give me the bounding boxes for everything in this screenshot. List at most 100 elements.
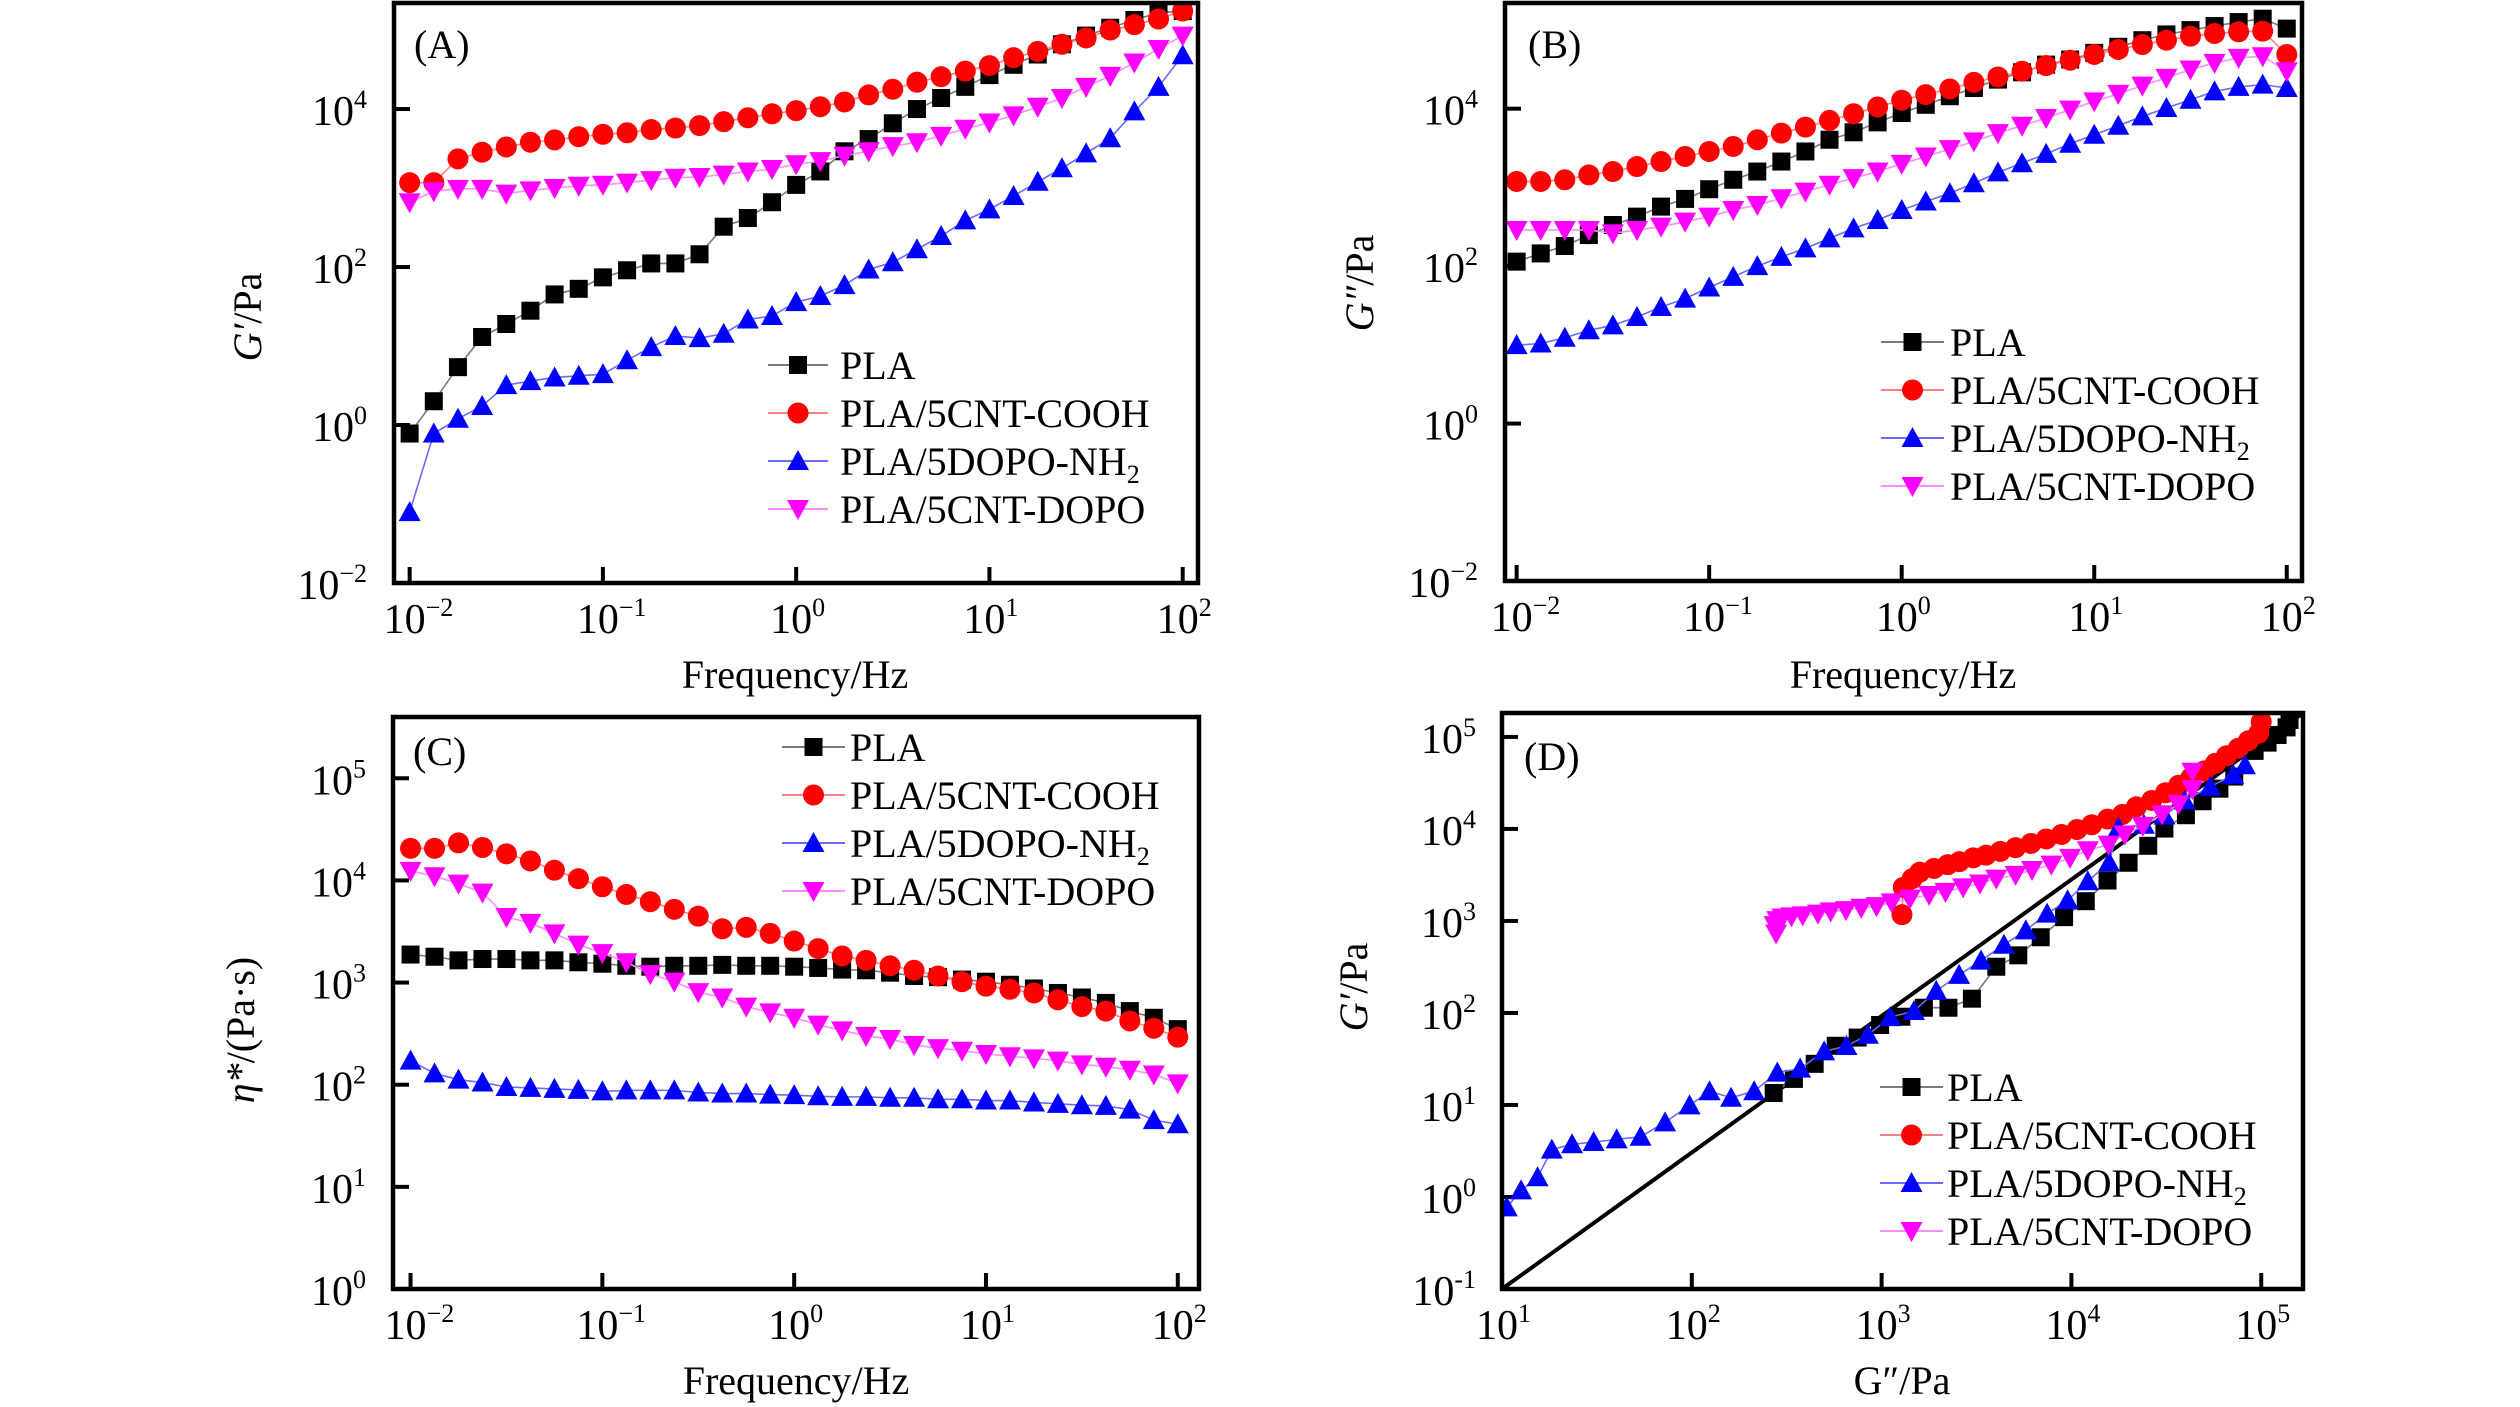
data-point	[1806, 904, 1829, 925]
data-point	[1720, 1086, 1743, 1107]
legend-label: PLA/5CNT-COOH	[1950, 368, 2260, 413]
x-tick-label: 102	[2261, 591, 2316, 641]
data-point	[1652, 197, 1671, 216]
data-point	[2011, 116, 2034, 137]
data-point	[807, 1085, 830, 1106]
data-point	[1925, 979, 1948, 1000]
data-point	[975, 975, 997, 997]
data-point	[831, 1085, 854, 1106]
x-tick-label: 100	[1876, 591, 1931, 641]
data-point	[1577, 220, 1600, 241]
data-point	[1561, 1133, 1584, 1154]
data-point	[1791, 906, 1814, 927]
data-point	[1939, 78, 1961, 100]
data-point	[665, 956, 684, 975]
data-point	[883, 114, 902, 133]
data-point	[545, 951, 564, 970]
data-point	[567, 176, 590, 197]
legend-marker-icon	[787, 450, 809, 470]
data-point	[591, 876, 613, 898]
data-point	[2131, 76, 2154, 97]
data-point	[592, 123, 614, 145]
data-point	[688, 327, 711, 348]
x-tick-label: 10−2	[385, 1299, 455, 1349]
data-point	[2059, 100, 2082, 121]
series-pla-5cnt-dopo	[1763, 762, 2204, 945]
legend-entry: PLA/5CNT-COOH	[782, 773, 1160, 818]
data-point	[711, 918, 733, 940]
data-point	[1166, 1113, 1189, 1134]
data-point	[543, 366, 566, 387]
data-point	[448, 832, 470, 854]
data-point	[615, 953, 638, 974]
data-point	[2276, 43, 2298, 65]
data-point	[1724, 170, 1743, 189]
data-point	[1601, 314, 1624, 335]
data-point	[2014, 919, 2037, 940]
data-point	[735, 1082, 758, 1103]
data-point	[1746, 255, 1769, 276]
data-point	[882, 78, 904, 100]
data-point	[2181, 780, 2204, 801]
data-point	[424, 392, 443, 411]
data-point	[879, 1030, 902, 1051]
legend-marker-icon	[1901, 477, 1924, 497]
data-point	[2179, 25, 2201, 47]
legend-label: PLA/5DOPO-NH2	[850, 821, 1150, 871]
data-point	[807, 1015, 830, 1036]
data-point	[1605, 1128, 1628, 1149]
data-point	[446, 179, 469, 200]
data-point	[423, 867, 446, 888]
data-point	[1770, 122, 1792, 144]
data-point	[1505, 220, 1528, 241]
data-point	[2204, 22, 2226, 44]
x-tick-label: 103	[1856, 1299, 1911, 1349]
data-point	[1794, 237, 1817, 258]
data-point	[446, 407, 469, 428]
y-tick-label: 10-1	[1412, 1265, 1476, 1315]
y-tick-label: 102	[312, 243, 367, 293]
data-point	[473, 950, 492, 969]
data-point	[1765, 924, 1788, 945]
data-point	[543, 1077, 566, 1098]
data-point	[495, 374, 518, 395]
data-point	[1099, 127, 1122, 148]
data-point	[2011, 152, 2034, 173]
x-axis-title: G″/Pa	[1854, 1358, 1951, 1403]
data-point	[903, 1086, 926, 1107]
data-point	[1865, 897, 1888, 918]
data-point	[1748, 162, 1767, 181]
data-point	[2056, 889, 2079, 910]
data-point	[1002, 106, 1025, 127]
data-point	[1650, 295, 1673, 316]
data-point	[1529, 220, 1552, 241]
panel-label: (D)	[1524, 734, 1580, 779]
data-point	[1938, 182, 1961, 203]
legend-marker-icon	[1901, 1124, 1922, 1146]
data-point	[1746, 195, 1769, 216]
data-point	[1969, 874, 1992, 895]
data-point	[1915, 84, 1937, 106]
data-point	[879, 955, 901, 977]
data-point	[1674, 145, 1696, 167]
data-point	[1529, 332, 1552, 353]
data-point	[857, 258, 880, 279]
legend-marker-icon	[802, 832, 825, 852]
data-point	[690, 245, 709, 264]
data-point	[1601, 224, 1624, 245]
data-point	[1023, 982, 1045, 1004]
data-point	[2035, 109, 2058, 130]
data-point	[905, 238, 928, 259]
data-point	[1629, 1125, 1652, 1146]
data-point	[545, 285, 564, 304]
legend-marker-icon	[787, 500, 809, 520]
data-point	[448, 358, 467, 377]
data-point	[1992, 933, 2015, 954]
data-point	[687, 905, 709, 927]
data-point	[471, 837, 493, 859]
data-point	[471, 141, 493, 163]
data-point	[2251, 47, 2274, 68]
data-point	[1530, 170, 1552, 192]
data-point	[591, 175, 614, 196]
data-point	[1842, 169, 1865, 190]
